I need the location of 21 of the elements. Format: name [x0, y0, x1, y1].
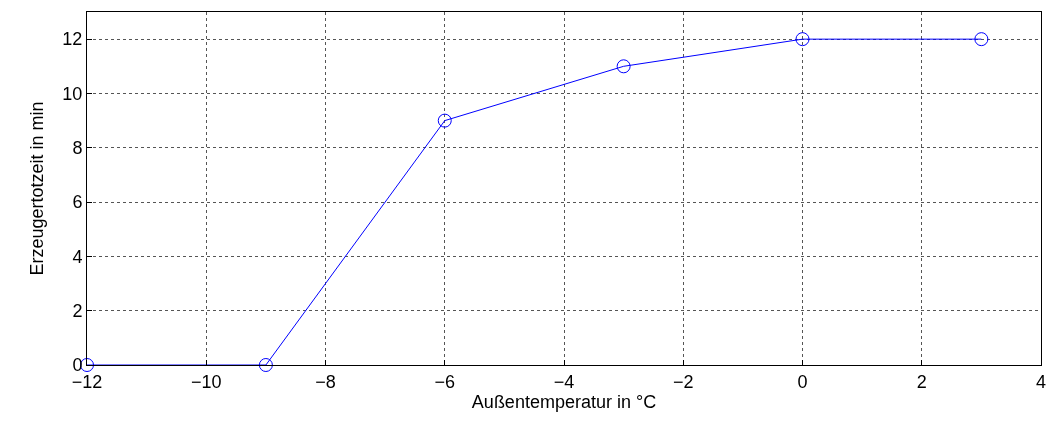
point: [616, 59, 631, 74]
y-tick-label: 12: [62, 29, 83, 50]
x-tick-label: −4: [553, 371, 575, 392]
x-axis-title: Außentemperatur in °C: [471, 391, 657, 412]
x-tick-label: 4: [1035, 371, 1047, 392]
y-axis-title: Erzeugertotzeit in min: [26, 101, 47, 276]
point: [795, 32, 810, 47]
point: [258, 358, 273, 372]
x-tick-label: −6: [434, 371, 456, 392]
x-tick-label: 0: [797, 371, 808, 392]
y-tick-label: 6: [72, 192, 83, 213]
y-tick-label: 8: [72, 138, 83, 159]
x-tick-label: −2: [672, 371, 694, 392]
y-tick-label: 10: [62, 83, 83, 104]
y-tick-label: 4: [72, 246, 83, 267]
point: [437, 113, 452, 128]
x-tick-label: −8: [315, 371, 336, 392]
x-tick-label: −10: [190, 371, 222, 392]
x-tick-label: 2: [916, 371, 927, 392]
y-tick-label: 2: [72, 300, 83, 321]
point: [974, 32, 989, 47]
